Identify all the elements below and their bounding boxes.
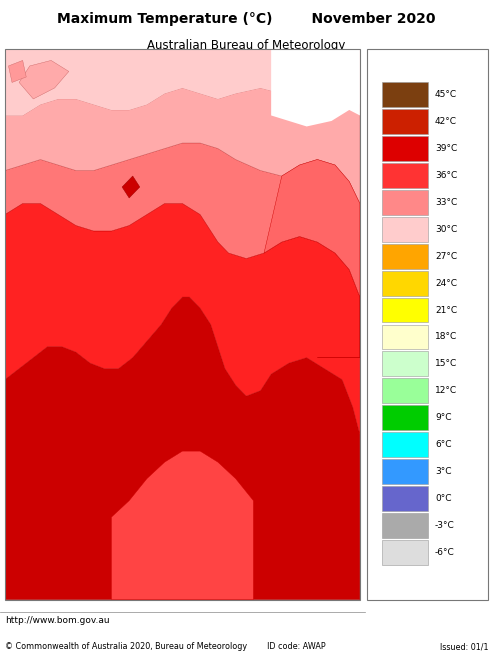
Text: 12°C: 12°C	[435, 386, 457, 395]
Text: 33°C: 33°C	[435, 198, 457, 207]
Text: 27°C: 27°C	[435, 252, 457, 261]
Text: 15°C: 15°C	[435, 359, 457, 368]
Bar	[382, 486, 428, 511]
Text: 3°C: 3°C	[435, 467, 452, 476]
Text: Australian Bureau of Meteorology: Australian Bureau of Meteorology	[147, 38, 346, 51]
Bar	[382, 459, 428, 484]
Bar	[382, 298, 428, 322]
Polygon shape	[264, 159, 360, 358]
Text: 30°C: 30°C	[435, 225, 457, 234]
Polygon shape	[122, 176, 140, 198]
Text: 45°C: 45°C	[435, 90, 457, 100]
Polygon shape	[5, 204, 360, 435]
Bar	[382, 513, 428, 538]
Text: Maximum Temperature (°C)        November 2020: Maximum Temperature (°C) November 2020	[57, 13, 436, 26]
Text: 24°C: 24°C	[435, 279, 457, 287]
Polygon shape	[8, 61, 26, 82]
Polygon shape	[271, 49, 360, 127]
Polygon shape	[5, 143, 360, 297]
Polygon shape	[5, 297, 360, 600]
Polygon shape	[111, 451, 253, 600]
Text: http://www.bom.gov.au: http://www.bom.gov.au	[5, 616, 109, 625]
Text: © Commonwealth of Australia 2020, Bureau of Meteorology        ID code: AWAP: © Commonwealth of Australia 2020, Bureau…	[5, 643, 325, 651]
Bar	[382, 136, 428, 161]
Bar	[382, 271, 428, 295]
Bar	[382, 351, 428, 376]
Text: 21°C: 21°C	[435, 306, 457, 314]
Polygon shape	[5, 77, 360, 204]
Text: Issued: 01/1: Issued: 01/1	[440, 643, 488, 651]
Text: 39°C: 39°C	[435, 144, 457, 153]
Text: 42°C: 42°C	[435, 117, 457, 127]
Text: 0°C: 0°C	[435, 494, 452, 503]
Text: 18°C: 18°C	[435, 332, 457, 341]
Bar	[382, 244, 428, 269]
Text: 36°C: 36°C	[435, 171, 457, 180]
Bar	[382, 190, 428, 215]
Bar	[382, 163, 428, 188]
Text: -6°C: -6°C	[435, 548, 455, 557]
Polygon shape	[5, 49, 360, 115]
Bar	[382, 540, 428, 565]
Bar	[382, 325, 428, 349]
Bar	[382, 82, 428, 107]
Bar	[382, 109, 428, 134]
Bar	[382, 405, 428, 430]
Text: -3°C: -3°C	[435, 521, 455, 530]
Bar	[382, 378, 428, 403]
Polygon shape	[19, 61, 69, 99]
Text: 6°C: 6°C	[435, 440, 452, 449]
Bar	[382, 217, 428, 242]
Bar	[382, 432, 428, 457]
Text: 9°C: 9°C	[435, 413, 452, 422]
